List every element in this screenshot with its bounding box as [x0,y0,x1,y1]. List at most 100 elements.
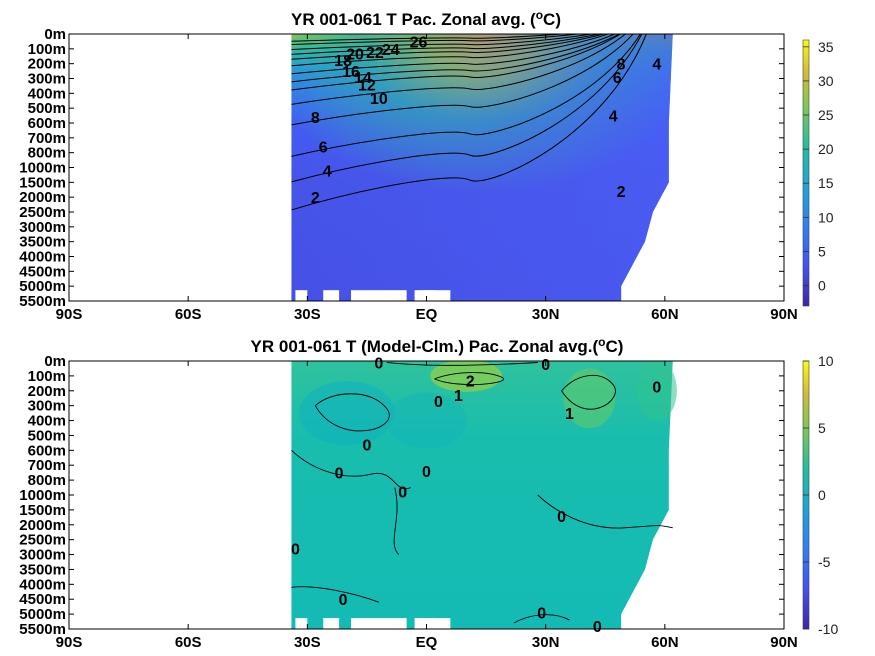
contour-line [291,34,582,46]
contour-line [291,34,606,60]
contour-line [291,34,601,55]
y-tick-label: 200m [28,56,66,73]
contour-label: 16 [342,64,360,81]
contour-label: 4 [609,109,618,126]
contour-label: 2 [466,373,475,390]
contour-line [291,34,642,157]
x-tick-label: EQ [416,634,438,651]
y-tick-label: 300m [28,71,66,88]
contour-label: 0 [541,357,550,374]
contour-label: 2 [617,184,626,201]
y-tick-label: 4500m [19,263,66,280]
y-tick-label: 2000m [19,517,66,534]
contour-label: 0 [593,619,602,636]
contour-label: 4 [652,57,661,74]
contour-line [291,34,568,42]
contour-label: 10 [370,91,388,108]
y-tick-label: 2500m [19,532,66,549]
y-tick-label: 800m [28,472,66,489]
y-tick-label: 1500m [19,174,66,191]
contour-line [291,34,594,50]
y-tick-label: 5000m [19,606,66,623]
contour-line [561,374,616,410]
seafloor-notch [351,290,407,301]
colorbar-tick-label: 10 [818,353,834,369]
contour-label: 8 [311,110,320,127]
y-tick-label: 3000m [19,547,66,564]
y-tick-label: 500m [28,100,66,117]
contour-label: 22 [366,45,384,62]
colorbar-tick-label: 30 [818,73,834,89]
x-tick-label: 60S [175,306,202,323]
y-tick-label: 3500m [19,234,66,251]
contour-label: 18 [334,53,352,70]
chart-title: YR 001-061 T Pac. Zonal avg. (oC) [291,8,561,29]
x-tick-label: EQ [416,306,438,323]
contour-label: 0 [374,355,383,372]
bathymetry-mask [295,618,451,629]
y-tick-label: 2000m [19,189,66,206]
anomaly-panel: YR 001-061 T (Model-Clm.) Pac. Zonal avg… [19,335,838,651]
x-tick-label: 60N [651,306,679,323]
contour-line [537,494,673,529]
colorbar-ticks: 10 5 0 -5 -10 [803,353,838,637]
contour-label: 14 [354,70,372,87]
y-tick-label: 100m [28,41,66,58]
y-tick-label: 200m [28,383,66,400]
x-tick-label: 60N [651,634,679,651]
contour-label: 0 [422,464,431,481]
anomaly-patches [299,361,677,449]
contour-label: 8 [617,57,626,74]
x-tick-label: 90S [56,634,83,651]
y-tick-label: 4000m [19,576,66,593]
colorbar-tick-label: 0 [818,278,826,294]
anomaly-patch [636,361,677,421]
anomaly-patch [299,381,396,446]
colorbar-ticks: 35 30 25 20 15 10 5 0 [803,39,834,294]
x-axis: 90S 60S 30S EQ 30N 60N 90N [56,361,798,651]
contour-label: 1 [454,388,463,405]
y-tick-label: 1000m [19,487,66,504]
contour-label: 6 [613,70,622,87]
x-tick-label: 60S [175,634,202,651]
y-tick-label: 3000m [19,219,66,236]
x-tick-label: 90S [56,306,83,323]
contour-label: 0 [335,466,344,483]
y-tick-label: 300m [28,398,66,415]
seafloor-notch [422,290,451,301]
y-tick-label: 1000m [19,160,66,177]
contour-line [291,34,634,126]
y-tick-label: 500m [28,427,66,444]
contour-label: 2 [311,190,320,207]
contour-line [314,393,390,432]
y-tick-label: 5500m [19,293,66,310]
seafloor-notch [351,618,407,629]
contour-label: 0 [537,606,546,623]
colorbar-tick-label: 5 [818,420,826,436]
contour-label: 6 [319,140,328,157]
contour-label: 24 [382,42,400,59]
contour-line [291,586,379,603]
contour-label: 0 [398,484,407,501]
y-tick-label: 1500m [19,502,66,519]
seafloor-notch [295,618,308,629]
contour-line [393,487,400,555]
y-tick-label: 700m [28,130,66,147]
contour-label: 0 [339,592,348,609]
contour-line [291,34,627,105]
contour-label: 1 [565,406,574,423]
y-tick-label: 5500m [19,621,66,638]
y-tick-label: 0m [44,353,66,370]
y-tick-label: 600m [28,115,66,132]
contour-label: 0 [362,437,371,454]
y-tick-label: 0m [44,26,66,43]
y-tick-label: 4500m [19,591,66,608]
y-tick-label: 100m [28,368,66,385]
contour-label: 4 [323,163,332,180]
contour-line [291,34,622,91]
x-axis: 90S 60S 30S EQ 30N 60N 90N [56,34,798,323]
contour-label: 0 [652,379,661,396]
y-axis: 0m100m200m300m400m500m600m700m800m1000m1… [19,353,784,638]
seafloor-notch [295,290,308,301]
y-tick-label: 400m [28,413,66,430]
